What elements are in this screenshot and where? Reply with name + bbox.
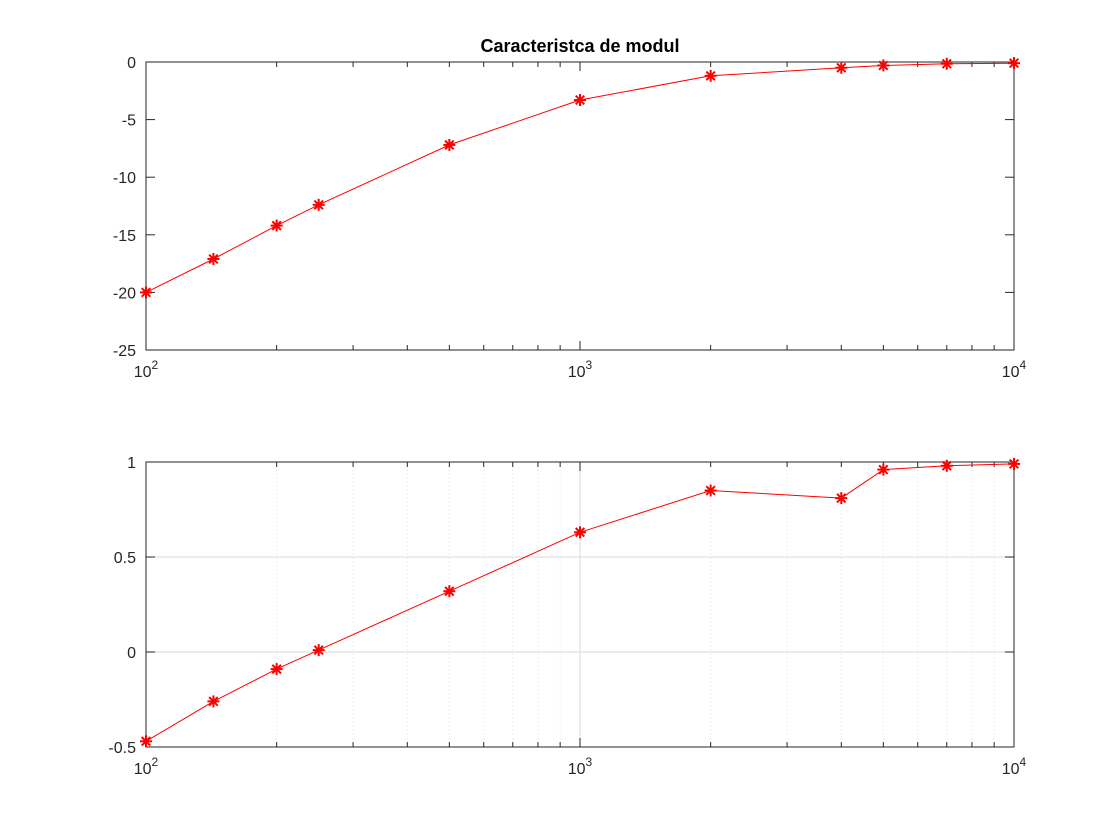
data-point-marker — [443, 585, 456, 598]
x-tick-label-exponent: 3 — [586, 755, 593, 769]
data-point-marker — [877, 463, 890, 476]
y-tick-label: 0 — [127, 645, 136, 662]
magnitude-plot: Caracteristca de modul 102 103 1040-5-10-1… — [113, 36, 1027, 381]
x-tick-label-base: 10 — [568, 364, 586, 381]
x-tick-label: 102 — [134, 358, 159, 381]
x-tick-label-exponent: 2 — [152, 358, 159, 372]
data-point-marker — [835, 61, 848, 74]
y-tick-label: -0.5 — [108, 740, 136, 757]
data-point-marker — [140, 735, 152, 748]
x-tick-label: 104 — [1002, 358, 1027, 381]
x-tick-label-exponent: 4 — [1020, 358, 1027, 372]
x-tick-label-base: 10 — [134, 761, 152, 778]
data-point-marker — [312, 198, 325, 211]
data-point-marker — [574, 94, 586, 107]
plot-title: Caracteristca de modul — [480, 36, 679, 56]
data-point-marker — [207, 252, 220, 265]
x-tick-label-exponent: 2 — [152, 755, 159, 769]
x-tick-label: 103 — [568, 755, 593, 778]
x-tick-label-base: 10 — [1002, 364, 1020, 381]
data-point-marker — [940, 57, 953, 70]
x-tick-label: 104 — [1002, 755, 1027, 778]
y-tick-label: 0 — [127, 55, 136, 72]
x-tick-label-exponent: 3 — [586, 358, 593, 372]
data-point-marker — [940, 459, 953, 472]
data-point-marker — [270, 219, 283, 232]
data-point-marker — [443, 138, 456, 151]
data-point-marker — [704, 69, 717, 82]
data-point-marker — [877, 59, 890, 72]
x-tick-label-base: 10 — [1002, 761, 1020, 778]
data-point-marker — [312, 644, 325, 657]
y-tick-label: -5 — [122, 113, 136, 130]
x-tick-label-base: 10 — [134, 364, 152, 381]
x-tick-label: 102 — [134, 755, 159, 778]
y-tick-label: -25 — [113, 343, 136, 360]
data-point-marker — [1008, 57, 1020, 70]
y-tick-label: -15 — [113, 228, 136, 245]
y-tick-label: -10 — [113, 170, 136, 187]
data-point-marker — [574, 526, 586, 539]
x-tick-label-base: 10 — [568, 761, 586, 778]
y-tick-label: 1 — [127, 455, 136, 472]
data-point-marker — [270, 663, 283, 676]
y-tick-label: 0.5 — [114, 550, 136, 567]
data-point-marker — [704, 484, 717, 497]
y-tick-label: -20 — [113, 285, 136, 302]
data-point-marker — [835, 492, 848, 505]
data-point-marker — [140, 286, 152, 299]
grid — [145, 461, 1014, 748]
x-tick-label: 103 — [568, 358, 593, 381]
x-tick-label-exponent: 4 — [1020, 755, 1027, 769]
data-point-marker — [207, 695, 220, 708]
data-point-marker — [1008, 457, 1020, 470]
